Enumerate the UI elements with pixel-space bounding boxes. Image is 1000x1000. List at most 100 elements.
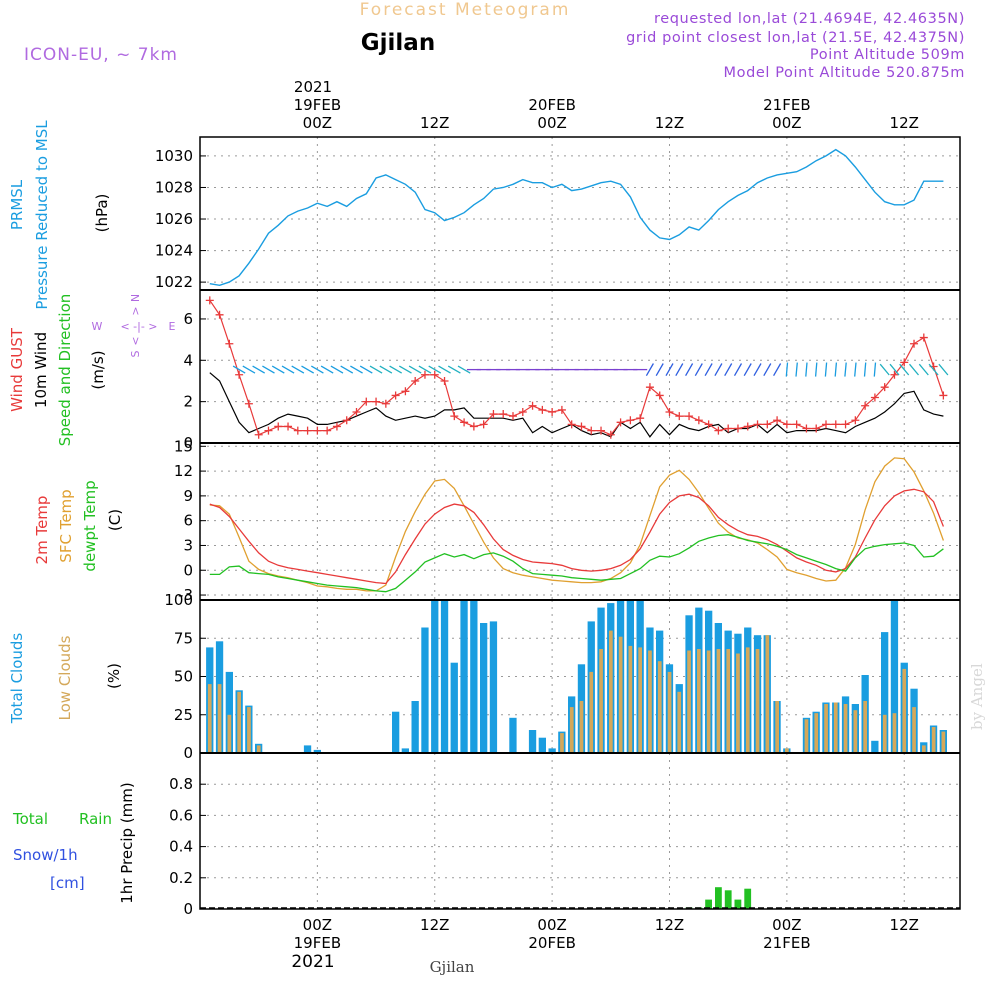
cloud-labels: Total Clouds Low Clouds (%) — [8, 633, 123, 725]
low-cloud-bar — [217, 684, 222, 753]
clouds-ytick-label: 75 — [174, 629, 193, 647]
precipitation-ytick-label: 0.2 — [169, 869, 193, 887]
low-clouds-label: Low Clouds — [56, 635, 74, 720]
rain-bar — [724, 890, 732, 909]
low-cloud-bar — [247, 707, 251, 753]
wind-arrow — [805, 362, 808, 377]
gust-marker — [802, 424, 811, 433]
wind-arrow — [655, 363, 664, 377]
bottom-date-label: 20FEB — [528, 934, 575, 952]
gust-marker — [342, 416, 351, 425]
wind-arrow — [271, 365, 285, 374]
gust-marker — [225, 339, 234, 348]
gust-marker — [655, 391, 664, 400]
gust-marker — [792, 420, 801, 429]
total-cloud-bar — [401, 748, 409, 753]
low-cloud-bar — [569, 707, 574, 753]
low-cloud-bar — [931, 727, 936, 753]
total-cloud-bar — [890, 600, 899, 753]
total-cloud-bar — [450, 662, 458, 753]
pressure-line — [209, 148, 944, 287]
total-cloud-bar — [421, 627, 429, 753]
low-cloud-bar — [667, 671, 672, 753]
wind-arrow — [814, 362, 818, 377]
wind-arrow — [359, 365, 373, 374]
gust-marker — [880, 383, 889, 392]
total-cloud-bar — [489, 621, 498, 753]
low-cloud-bar — [902, 668, 907, 753]
gust-marker — [890, 370, 899, 379]
pressure-ytick-label: 1024 — [155, 242, 193, 260]
gust-marker — [362, 397, 371, 406]
bottom-year-label: 2021 — [291, 952, 334, 972]
wind-arrow — [795, 362, 798, 377]
gust-marker — [841, 420, 850, 429]
wind-arrow — [252, 365, 266, 374]
wind-unit-label: (m/s) — [89, 350, 107, 389]
wind-arrow — [714, 363, 723, 377]
gust-marker — [469, 422, 478, 431]
watermark: by Angel — [968, 663, 986, 730]
wind-arrow — [418, 365, 432, 374]
gust-marker — [264, 426, 273, 435]
low-cloud-bar — [256, 745, 261, 753]
low-cloud-bar — [755, 649, 760, 753]
wind-arrow — [854, 362, 857, 377]
top-year-label: 2021 — [294, 78, 332, 96]
bottom-date-label: 21FEB — [763, 934, 810, 952]
low-cloud-bar — [697, 649, 701, 753]
bottom-hour-label: 00Z — [772, 916, 801, 934]
bottom-hour-label: 12Z — [655, 916, 684, 934]
gust-marker — [557, 405, 566, 414]
gust-marker — [274, 422, 283, 431]
gust-line — [209, 299, 944, 436]
total-cloud-bar — [411, 701, 419, 753]
gust-marker — [411, 376, 420, 385]
pressure-labels: PRMSL Pressure Reduced to MSL (hPa) — [8, 120, 111, 310]
gust-marker — [293, 426, 302, 435]
wind-gust-label: Wind GUST — [8, 327, 26, 412]
low-cloud-bar — [941, 731, 946, 753]
gust-marker — [587, 426, 596, 435]
gust-marker — [372, 397, 381, 406]
gust-marker — [303, 426, 312, 435]
wind-arrow — [909, 363, 919, 376]
wind-arrow — [938, 363, 949, 376]
total-cloud-bar — [881, 632, 889, 753]
gust-marker — [548, 407, 557, 416]
wind-arrow — [457, 365, 471, 374]
top-date-label: 21FEB — [763, 96, 810, 114]
low-cloud-bar — [638, 647, 642, 753]
gust-marker — [205, 296, 214, 305]
wind-ytick-label: 4 — [183, 351, 193, 369]
rain-label: Rain — [79, 810, 112, 828]
low-cloud-bar — [609, 630, 613, 753]
clouds-ytick-label: 100 — [164, 591, 193, 609]
low-cloud-bar — [579, 701, 584, 753]
temperature-ytick-label: 9 — [183, 487, 193, 505]
top-hour-label: 00Z — [537, 114, 566, 132]
rain-bar — [715, 887, 722, 909]
compass-east: E — [169, 320, 176, 333]
t2m-label: 2m Temp — [33, 496, 51, 565]
low-cloud-bar — [736, 653, 740, 753]
wind-arrow — [447, 365, 461, 374]
top-hour-label: 00Z — [772, 114, 801, 132]
low-cloud-bar — [589, 671, 594, 753]
gust-marker — [773, 416, 782, 425]
gust-marker — [665, 407, 674, 416]
wind-arrow — [340, 365, 354, 374]
gust-marker — [401, 387, 410, 396]
wind-arrow — [428, 365, 442, 374]
precip-labels: Total Rain Snow/1h [cm] 1hr Precip (mm) — [12, 782, 136, 903]
gust-marker — [518, 407, 527, 416]
precipitation-ytick-label: 0.4 — [169, 838, 193, 856]
model-altitude: Model Point Altitude 520.875m — [723, 65, 965, 81]
low-cloud-bar — [843, 704, 848, 753]
wind-arrow — [899, 363, 910, 376]
rain-bar — [734, 899, 742, 909]
gust-marker — [782, 420, 791, 429]
wind-arrow — [773, 363, 782, 377]
compass-rose: N > S < W < -|- > E — [92, 294, 176, 358]
